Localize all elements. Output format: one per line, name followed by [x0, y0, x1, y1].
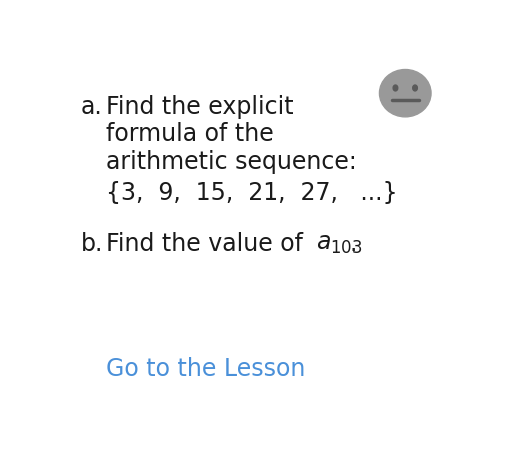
Text: {3,  9,  15,  21,  27,   ...}: {3, 9, 15, 21, 27, ...}	[106, 181, 398, 205]
Text: Find the explicit: Find the explicit	[106, 95, 294, 119]
Text: formula of the: formula of the	[106, 123, 274, 146]
Ellipse shape	[393, 85, 398, 91]
Ellipse shape	[413, 85, 417, 91]
Text: Find the value of: Find the value of	[106, 232, 311, 255]
Text: $a_{103}$: $a_{103}$	[316, 232, 363, 255]
Text: a.: a.	[81, 95, 103, 119]
Text: Go to the Lesson: Go to the Lesson	[106, 357, 306, 381]
Text: arithmetic sequence:: arithmetic sequence:	[106, 149, 357, 174]
Text: b.: b.	[81, 232, 103, 255]
Text: .: .	[350, 232, 357, 255]
Circle shape	[379, 70, 431, 117]
